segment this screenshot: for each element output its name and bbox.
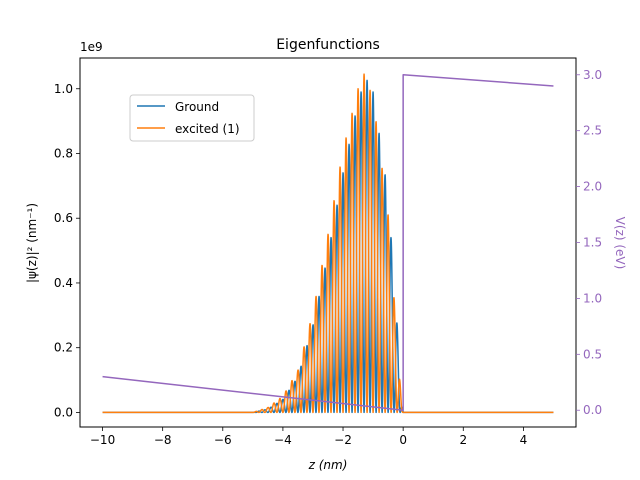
plot-lines [101, 73, 555, 414]
y-left-tick-label: 0.6 [54, 211, 73, 225]
x-tick-label: −6 [214, 433, 232, 447]
y-left-tick-label: 0.8 [54, 146, 73, 160]
y-right-tick-label: 3.0 [583, 68, 602, 82]
y-left-tick-label: 0.4 [54, 276, 73, 290]
x-tick-label: 0 [399, 433, 407, 447]
y-right-tick-label: 2.5 [583, 124, 602, 138]
legend: Ground excited (1) [129, 94, 255, 142]
y-left-tick-label: 0.0 [54, 405, 73, 419]
y-left-tick-label: 0.2 [54, 341, 73, 355]
x-axis: −10 −8 −6 −4 −2 0 2 4 [90, 427, 527, 447]
y-right-axis: 0.0 0.5 1.0 1.5 2.0 2.5 3.0 [576, 68, 602, 417]
x-tick-label: −2 [334, 433, 352, 447]
x-tick-label: −4 [274, 433, 292, 447]
y-left-axis: 0.0 0.2 0.4 0.6 0.8 1.0 [54, 82, 80, 419]
y-left-axis-label: |ψ(z)|² (nm⁻¹) [25, 203, 39, 283]
y-right-tick-label: 1.0 [583, 291, 602, 305]
y-right-axis-label: V(z) (eV) [613, 217, 627, 270]
x-tick-label: −8 [154, 433, 172, 447]
y-right-tick-label: 0.0 [583, 403, 602, 417]
x-tick-label: 2 [459, 433, 467, 447]
x-tick-label: −10 [90, 433, 115, 447]
y-right-tick-label: 2.0 [583, 180, 602, 194]
chart-title: Eigenfunctions [276, 37, 380, 53]
y-right-tick-label: 0.5 [583, 347, 602, 361]
legend-label-ground: Ground [175, 100, 219, 114]
x-axis-label: z (nm) [308, 458, 348, 472]
x-tick-label: 4 [520, 433, 528, 447]
y-right-tick-label: 1.5 [583, 236, 602, 250]
legend-label-excited: excited (1) [175, 122, 240, 136]
series-line-v-z [102, 74, 554, 411]
series-line-excited-1 [101, 73, 555, 414]
y-left-tick-label: 1.0 [54, 82, 73, 96]
y-left-offset-text: 1e9 [80, 40, 103, 54]
